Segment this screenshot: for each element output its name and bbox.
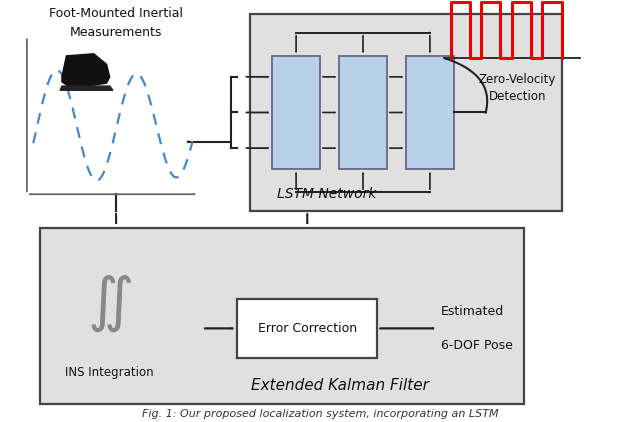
Text: Fig. 1: Our proposed localization system, incorporating an LSTM: Fig. 1: Our proposed localization system… [141, 408, 499, 419]
Bar [250, 14, 562, 211]
Text: Estimated: Estimated [441, 305, 504, 318]
Polygon shape [60, 86, 113, 90]
Text: 6-DOF Pose: 6-DOF Pose [441, 339, 513, 352]
Bar [237, 299, 378, 358]
Text: INS Integration: INS Integration [65, 366, 154, 379]
Text: Zero-Velocity
Detection: Zero-Velocity Detection [479, 73, 556, 103]
Bar [40, 228, 524, 404]
Polygon shape [62, 54, 109, 86]
Bar [339, 56, 387, 169]
Text: Error Correction: Error Correction [258, 322, 357, 335]
Text: $\iint$: $\iint$ [87, 273, 132, 333]
Bar [272, 56, 320, 169]
Text: Foot-Mounted Inertial: Foot-Mounted Inertial [49, 7, 183, 20]
Bar [406, 56, 454, 169]
Text: LSTM Network: LSTM Network [276, 187, 376, 200]
Text: Measurements: Measurements [70, 26, 163, 39]
Text: Extended Kalman Filter: Extended Kalman Filter [251, 379, 429, 393]
